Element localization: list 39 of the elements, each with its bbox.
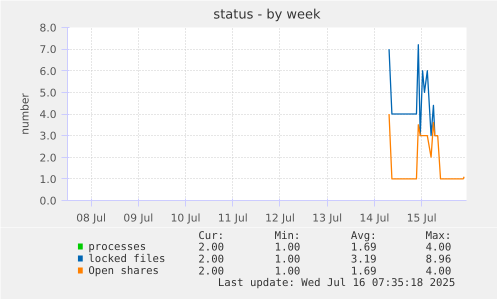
- y-tick-label: 4.0: [40, 108, 57, 121]
- y-tick-label: 5.0: [40, 86, 57, 100]
- x-tick-label: 15 Jul: [406, 212, 437, 224]
- text: Cur:: [198, 229, 224, 242]
- x-tick-label: 08 Jul: [76, 212, 106, 224]
- y-tick-label: 1.0: [40, 172, 57, 186]
- text: 1.69: [350, 264, 377, 278]
- text: 8.96: [426, 252, 452, 266]
- text: 2.00: [198, 264, 224, 278]
- text: Min:: [274, 229, 300, 242]
- y-tick-label: 2.0: [40, 151, 57, 164]
- text: 1.69: [350, 240, 377, 254]
- x-tick-label: 12 Jul: [265, 212, 295, 224]
- text: 3.19: [350, 252, 377, 266]
- text: 4.00: [426, 240, 452, 254]
- x-tick-label: 09 Jul: [123, 212, 154, 224]
- y-tick-label: 3.0: [40, 130, 57, 143]
- x-tick-label: 13 Jul: [312, 212, 342, 224]
- legend-label: locked files: [88, 252, 166, 265]
- chart-title: status - by week: [213, 8, 322, 22]
- y-tick-label: 8.0: [40, 22, 57, 34]
- text: Last update: Wed Jul 16 07:35:18 2025: [218, 276, 456, 289]
- legend-label: processes: [88, 240, 146, 253]
- text: 2.00: [198, 240, 224, 254]
- y-tick-label: 7.0: [40, 43, 57, 56]
- text: 4.00: [426, 264, 452, 278]
- text: 1.00: [274, 264, 300, 278]
- legend-label: Open shares: [88, 264, 159, 277]
- text: 2.00: [198, 252, 224, 266]
- text: Max:: [426, 229, 452, 242]
- x-tick-label: 11 Jul: [218, 212, 248, 224]
- y-tick-label: 0.0: [40, 194, 57, 208]
- x-tick-label: 10 Jul: [170, 212, 200, 224]
- x-tick-label: 14 Jul: [360, 212, 390, 224]
- text: Avg:: [350, 229, 377, 242]
- text: 1.00: [274, 240, 300, 254]
- text: 1.00: [274, 252, 300, 266]
- y-axis-title: number: [18, 92, 32, 135]
- y-tick-label: 6.0: [40, 64, 57, 78]
